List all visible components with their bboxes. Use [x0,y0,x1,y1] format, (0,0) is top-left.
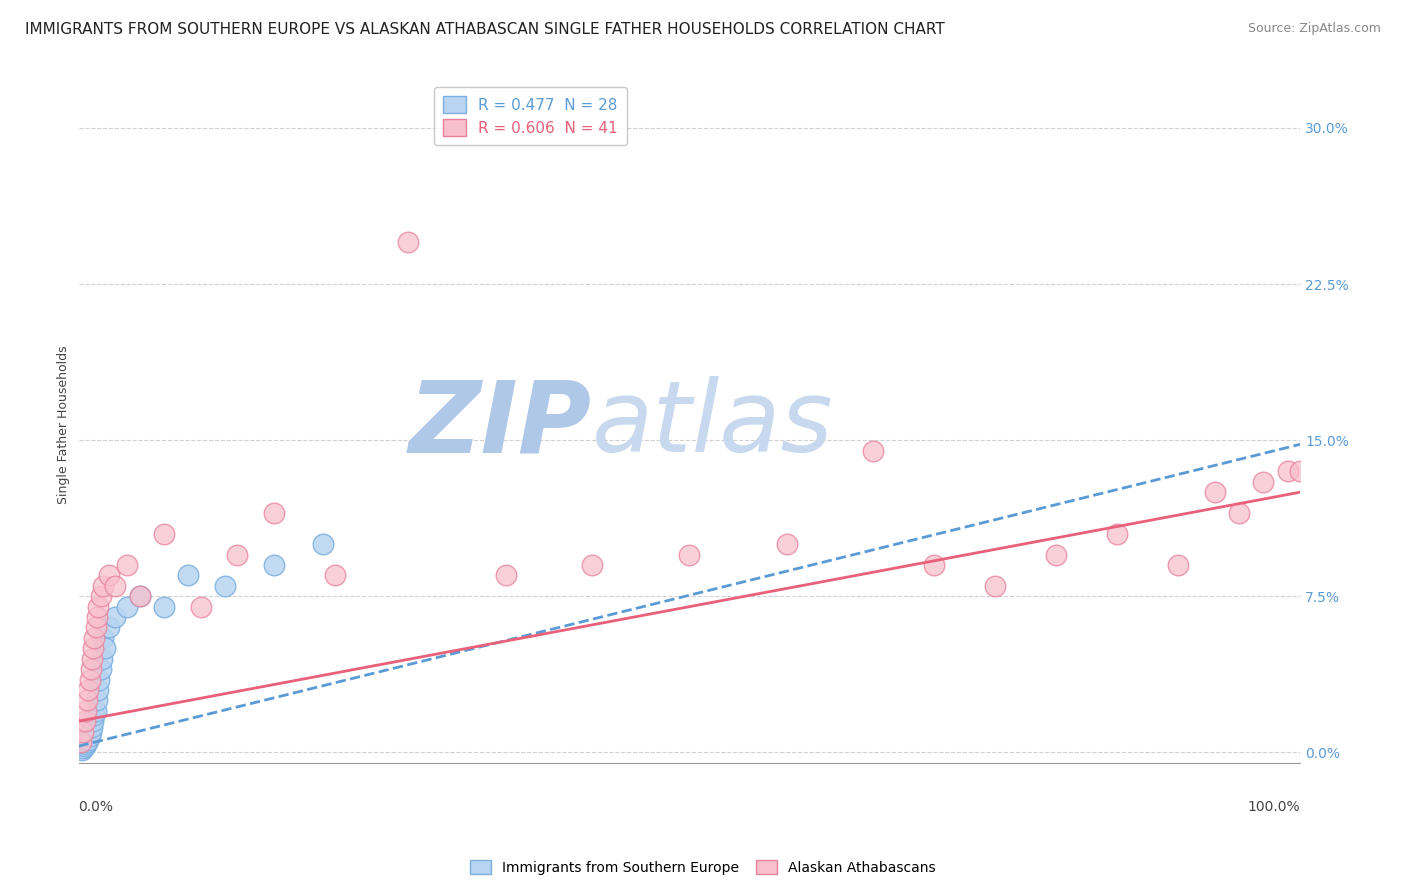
Point [75,737,97,751]
Point [214,579,236,593]
Y-axis label: Single Father Households: Single Father Households [58,345,70,504]
Point [98,620,121,634]
Point [104,579,127,593]
Point [94,641,117,656]
Point [77,732,100,747]
Point [1227,506,1250,520]
Point [89,673,111,687]
Point [104,610,127,624]
Point [98,568,121,582]
Point [1204,485,1226,500]
Point [84,704,107,718]
Point [84,620,107,634]
Point [1253,475,1275,489]
Point [117,558,139,572]
Point [76,693,98,707]
Point [90,651,112,665]
Point [79,673,101,687]
Point [153,526,176,541]
Text: IMMIGRANTS FROM SOUTHERN EUROPE VS ALASKAN ATHABASCAN SINGLE FATHER HOUSEHOLDS C: IMMIGRANTS FROM SOUTHERN EUROPE VS ALASK… [25,22,945,37]
Point [190,599,212,614]
Point [91,579,114,593]
Point [73,714,96,728]
Point [70,743,93,757]
Point [263,558,285,572]
Point [323,568,346,582]
Point [86,693,108,707]
Point [312,537,335,551]
Point [70,735,93,749]
Point [177,568,200,582]
Point [72,741,94,756]
Point [77,682,100,697]
Point [82,714,104,728]
Point [128,589,150,603]
Point [73,739,96,753]
Point [76,735,98,749]
Point [86,610,108,624]
Point [396,235,419,250]
Point [862,443,884,458]
Point [1289,464,1312,478]
Point [82,641,104,656]
Point [72,724,94,739]
Point [83,707,105,722]
Point [1045,548,1067,562]
Text: atlas: atlas [592,376,834,473]
Point [80,662,103,676]
Text: 100.0%: 100.0% [1247,800,1301,814]
Point [80,724,103,739]
Text: Source: ZipAtlas.com: Source: ZipAtlas.com [1247,22,1381,36]
Point [117,599,139,614]
Point [80,720,103,734]
Point [83,631,105,645]
Point [75,704,97,718]
Legend: Immigrants from Southern Europe, Alaskan Athabascans: Immigrants from Southern Europe, Alaskan… [465,855,941,880]
Point [983,579,1005,593]
Point [1277,464,1299,478]
Point [776,537,799,551]
Legend: R = 0.477  N = 28, R = 0.606  N = 41: R = 0.477 N = 28, R = 0.606 N = 41 [434,87,627,145]
Point [87,682,110,697]
Text: 0.0%: 0.0% [79,800,114,814]
Point [79,729,101,743]
Point [87,599,110,614]
Point [153,599,176,614]
Point [89,662,111,676]
Point [91,631,114,645]
Point [263,506,285,520]
Point [678,548,700,562]
Point [226,548,249,562]
Point [581,558,603,572]
Point [495,568,517,582]
Point [922,558,945,572]
Point [89,589,111,603]
Point [80,651,103,665]
Point [1105,526,1128,541]
Text: ZIP: ZIP [409,376,592,473]
Point [1167,558,1189,572]
Point [128,589,150,603]
